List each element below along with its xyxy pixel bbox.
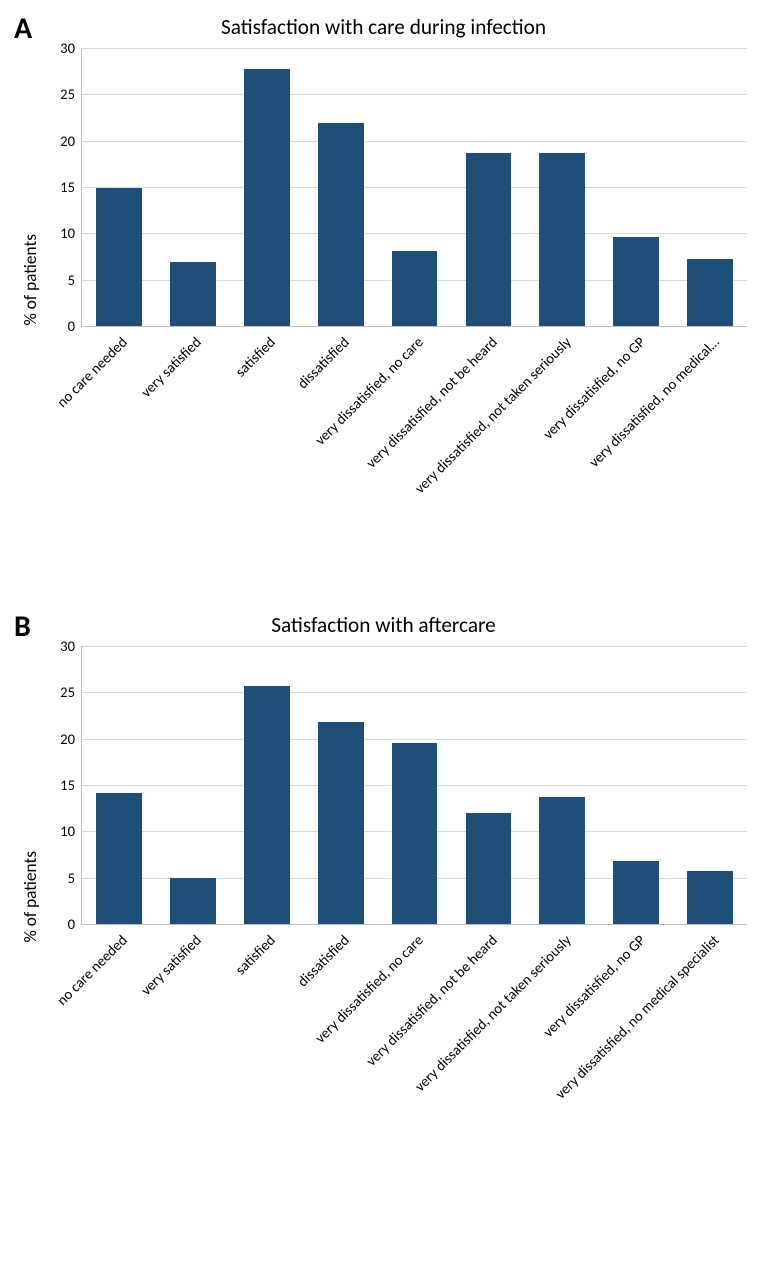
chart-frame: % of patients302520151050no care neededv… [20,646,747,1217]
x-label-slot: satisfied [229,327,303,582]
x-tick-label: dissatisfied [293,931,352,990]
x-tick-label: satisfied [231,931,278,978]
bar-slot [82,646,156,924]
bar-slot [230,646,304,924]
plot-area [81,48,747,327]
x-labels: no care neededvery satisfiedsatisfied dis… [81,327,747,582]
panel-letter: B [14,608,31,645]
bar [244,69,290,326]
x-label-slot: very satisfied [155,327,229,582]
y-axis-label: % of patients [20,234,41,325]
bar [318,123,364,326]
bar-slot [599,48,673,326]
bar [392,251,438,326]
bar [244,686,290,924]
x-label-slot: very dissatisfied, no GP [599,925,673,1217]
x-labels: no care neededvery satisfiedsatisfied dis… [81,925,747,1217]
bar [96,793,142,924]
bar [613,237,659,326]
bar-slot [378,48,452,326]
bar-slot [525,48,599,326]
x-label-slot: no care needed [81,925,155,1217]
chart-title: Satisfaction with aftercare [20,612,747,638]
bar-slot [451,646,525,924]
bar-slot [156,646,230,924]
x-label-slot: very dissatisfied, no medical specialist [673,925,747,1217]
y-tick-column: 302520151050 [47,646,81,924]
y-tick-column: 302520151050 [47,48,81,326]
bar-slot [304,48,378,326]
bar [96,188,142,326]
x-label-slot: very dissatisfied, not be heard [451,925,525,1217]
plot-row: 302520151050 [47,48,747,327]
panel-letter: A [14,10,32,47]
bar-slot [599,646,673,924]
chart-frame: % of patients302520151050no care neededv… [20,48,747,582]
panel-b: BSatisfaction with aftercare% of patient… [20,612,747,1217]
bars-container [82,48,747,326]
plot-area [81,646,747,925]
bar-slot [451,48,525,326]
bar-slot [156,48,230,326]
x-label-slot: very satisfied [155,925,229,1217]
bar-slot [673,646,747,924]
x-tick-label: dissatisfied [293,333,352,392]
x-label-slot: dissatisfied [303,925,377,1217]
bar [466,153,512,326]
bar [539,153,585,326]
bar [687,259,733,326]
x-tick-label: no care needed [53,931,131,1009]
x-tick-label: satisfied [231,333,278,380]
bar-slot [378,646,452,924]
bars-container [82,646,747,924]
plot-wrap: 302520151050no care neededvery satisfied… [47,48,747,582]
bar-slot [230,48,304,326]
bar [170,262,216,326]
bar [318,722,364,924]
bar [392,743,438,924]
x-label-slot: satisfied [229,925,303,1217]
bar [170,878,216,924]
bar [539,797,585,924]
bar-slot [304,646,378,924]
bar [466,813,512,924]
x-label-slot: no care needed [81,327,155,582]
x-tick-label: no care needed [53,333,131,411]
bar [687,871,733,924]
bar-slot [525,646,599,924]
x-label-slot: very dissatisfied, no medical… [673,327,747,582]
plot-wrap: 302520151050no care neededvery satisfied… [47,646,747,1217]
bar-slot [673,48,747,326]
bar [613,861,659,924]
figure-page: ASatisfaction with care during infection… [0,0,767,1267]
bar-slot [82,48,156,326]
chart-title: Satisfaction with care during infection [20,14,747,40]
panel-a: ASatisfaction with care during infection… [20,14,747,582]
y-axis-label: % of patients [20,851,41,942]
plot-row: 302520151050 [47,646,747,925]
